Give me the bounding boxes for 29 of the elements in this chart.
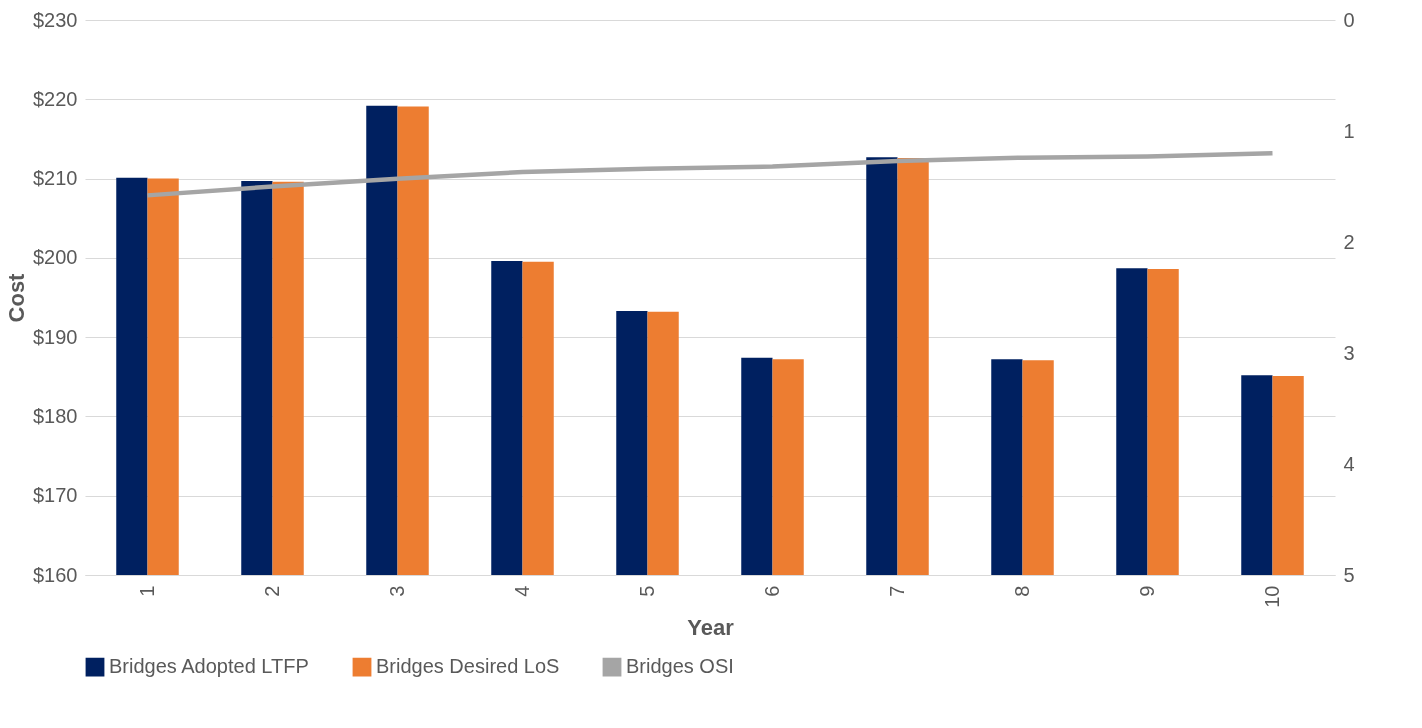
- x-tick-label: 2: [260, 585, 283, 597]
- y-tick-label: $160: [33, 563, 78, 586]
- y-tick-label: $210: [33, 167, 78, 190]
- y-tick-label: $190: [33, 325, 78, 348]
- x-tick-label: 8: [1010, 585, 1033, 597]
- x-tick-label: 4: [510, 585, 533, 597]
- y2-tick-label: 4: [1343, 452, 1355, 475]
- y2-tick-label: 1: [1343, 119, 1355, 142]
- y2-tick-label: 2: [1343, 230, 1355, 253]
- legend-label: Bridges OSI: [626, 655, 734, 678]
- y-axis-title: Cost: [4, 272, 30, 323]
- x-tick-label: 6: [760, 585, 783, 597]
- x-tick-label: 5: [635, 585, 658, 597]
- y-tick-label: $220: [33, 87, 78, 110]
- x-tick-label: 1: [135, 585, 158, 597]
- y-tick-label: $230: [33, 8, 78, 31]
- y2-tick-label: 3: [1343, 341, 1355, 364]
- x-tick-label: 7: [885, 585, 908, 597]
- x-tick-label: 3: [385, 585, 408, 597]
- y-tick-label: $180: [33, 404, 78, 427]
- x-tick-label: 9: [1135, 585, 1158, 597]
- y2-tick-label: 0: [1343, 8, 1355, 31]
- y-tick-label: $170: [33, 484, 78, 507]
- legend-label: Bridges Desired LoS: [376, 655, 560, 678]
- x-tick-label: 10: [1260, 585, 1283, 608]
- legend-label: Bridges Adopted LTFP: [109, 655, 309, 678]
- y-tick-label: $200: [33, 246, 78, 269]
- x-axis-title: Year: [687, 614, 735, 640]
- line-series: [145, 150, 1275, 198]
